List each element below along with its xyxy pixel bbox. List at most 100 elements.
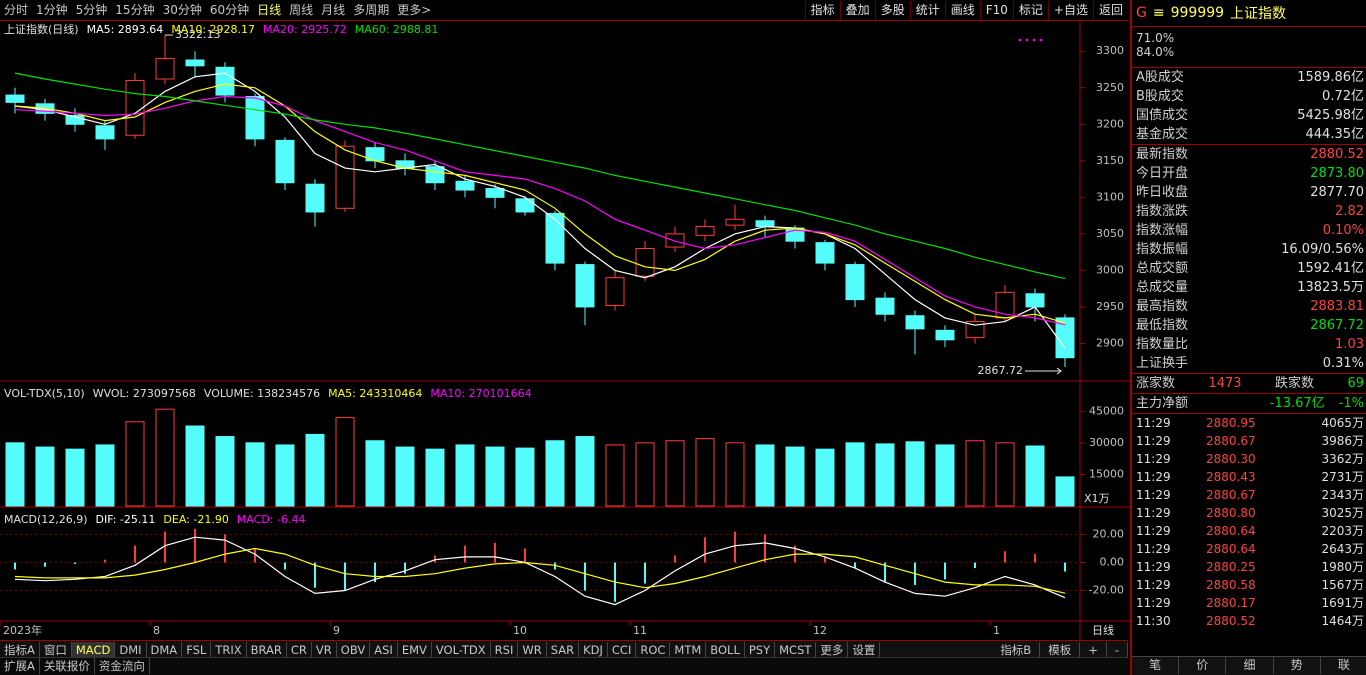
period-tab[interactable]: 60分钟 [209,2,250,17]
candle-body [815,242,835,264]
indicator-tab[interactable]: VOL-TDX [432,641,491,658]
x-tick-label: 8 [153,624,160,637]
indicator-tab[interactable]: CR [287,641,312,658]
period-tab[interactable]: 多周期 [353,2,390,17]
period-tab[interactable]: 15分钟 [115,2,155,17]
quote-row: 最低指数 2867.72 [1132,316,1366,335]
indicator-tab[interactable]: 指标B [992,641,1041,658]
period-tab[interactable]: 30分钟 [162,2,202,17]
tool-button[interactable]: 叠加 [839,0,875,20]
tool-button[interactable]: 画线 [944,0,980,20]
tool-button[interactable]: 统计 [909,0,945,20]
volume-bar [1055,476,1075,507]
indicator-tab[interactable]: MACD [71,641,116,658]
legend-item: MA10: 270101664 [430,387,531,400]
quote-label: 昨日收盘 [1136,185,1189,200]
indicator-tab[interactable]: DMI [115,641,147,658]
volume-bar [605,444,625,507]
period-tab[interactable]: 1分钟 [36,2,68,17]
ratio-label: 71.0% [1136,31,1175,45]
indicator-tab[interactable]: KDJ [579,641,608,658]
volume-bar [905,441,925,507]
quote-value: 444.35亿 [1305,127,1365,142]
quote-label: A股成交 [1136,70,1184,85]
tool-button[interactable]: +自选 [1047,0,1093,20]
indicator-tab[interactable]: WR [518,641,547,658]
indicator-tab[interactable]: SAR [547,641,580,658]
trade-price: 2880.80 [1206,506,1256,520]
trade-time: 11:29 [1136,560,1171,574]
indicator-tab[interactable]: - [1107,641,1128,658]
candle-body [725,218,745,226]
volume-bar [815,448,835,507]
indicator-tab[interactable]: PSY [745,641,776,658]
period-tab[interactable]: 分时 [4,2,29,17]
indicator-tab[interactable]: TRIX [211,641,247,658]
indicator-tab[interactable]: 更多 [816,641,849,658]
indicator-tab[interactable]: BOLL [706,641,745,658]
tool-button[interactable]: F10 [979,0,1013,20]
indicator-tab[interactable]: MTM [670,641,707,658]
tool-button[interactable]: 多股 [874,0,910,20]
y-tick-label: 3300 [1096,44,1124,57]
indicator-tab[interactable]: RSI [491,641,519,658]
indicator-tab[interactable]: CCI [608,641,637,658]
candle-body [1055,317,1075,359]
period-label: 日线 [1092,623,1114,637]
trade-time: 11:30 [1136,614,1171,628]
period-tab[interactable]: 更多> [397,2,432,17]
volume-bar [1025,445,1045,507]
volume-bar [845,442,865,507]
extension-tab[interactable]: 关联报价 [40,658,95,674]
quote-label: 总成交量 [1136,280,1189,295]
indicator-tab[interactable]: 模板 [1040,641,1081,658]
volume-bar [755,444,775,507]
volume-bar [725,442,745,507]
indicator-tab[interactable]: 窗口 [40,641,72,658]
menu-icon: ≡ [1152,5,1165,21]
volume-bar [365,440,385,507]
indicator-tab[interactable]: FSL [182,641,212,658]
indicator-tab[interactable]: EMV [398,641,432,658]
tool-button[interactable]: 标记 [1012,0,1048,20]
tool-button[interactable]: 指标 [804,0,840,20]
volume-bar [5,442,25,507]
trade-time: 11:29 [1136,506,1171,520]
indicator-tab[interactable]: + [1080,641,1107,658]
tool-button[interactable]: 返回 [1092,0,1128,20]
side-tab[interactable]: 细 [1226,657,1274,674]
x-tick-label: 10 [513,624,527,637]
indicator-tab[interactable]: BRAR [247,641,287,658]
volume-bar [545,440,565,507]
side-tab[interactable]: 联 [1321,657,1366,674]
volume-bar [395,446,415,507]
side-tab[interactable]: 笔 [1132,657,1180,674]
indicator-tab[interactable]: DMA [147,641,183,658]
side-tab[interactable]: 价 [1179,657,1227,674]
indicator-tab[interactable]: ASI [370,641,398,658]
x-tick-label: 11 [633,624,647,637]
quote-value: 0.10% [1322,223,1364,238]
badge: G [1136,5,1147,21]
indicator-tab[interactable]: 设置 [848,641,881,658]
indicator-tab[interactable]: OBV [337,641,371,658]
period-tab[interactable]: 5分钟 [75,2,108,17]
trade-price: 2880.67 [1206,488,1256,502]
period-tab[interactable]: 日线 [257,2,282,17]
indicator-tab[interactable]: 指标A [0,641,40,658]
indicator-tab[interactable]: VR [312,641,337,658]
trade-time: 11:29 [1136,434,1171,448]
extension-tab[interactable]: 资金流向 [95,658,150,674]
indicator-tab[interactable]: MCST [775,641,817,658]
indicator-tab[interactable]: ROC [636,641,671,658]
extension-tab[interactable]: 扩展A [0,658,40,674]
net-pct: -1% [1338,396,1364,411]
trade-volume: 1980万 [1321,560,1364,574]
side-tab[interactable]: 势 [1274,657,1321,674]
trade-row: 11:29 2880.30 3362万 [1132,450,1366,468]
side-tabs: 笔价细势联 [1132,656,1366,675]
quote-value: 0.31% [1322,356,1364,371]
candle-body [65,115,85,125]
period-tab[interactable]: 月线 [321,2,346,17]
period-tab[interactable]: 周线 [289,2,314,17]
